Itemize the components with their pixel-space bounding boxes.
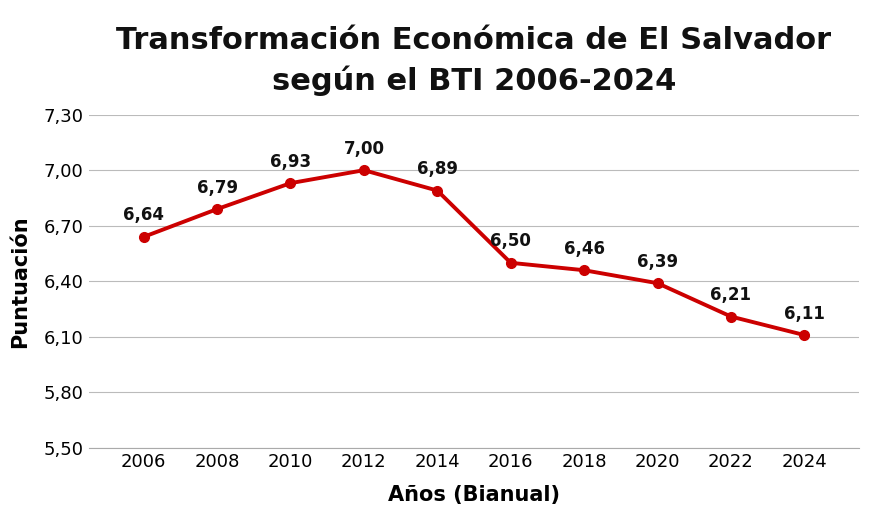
Text: 6,46: 6,46 xyxy=(563,240,604,258)
Text: 6,93: 6,93 xyxy=(270,153,311,171)
Y-axis label: Puntuación: Puntuación xyxy=(10,215,30,348)
Text: 6,89: 6,89 xyxy=(416,160,458,178)
Text: 6,50: 6,50 xyxy=(490,232,531,250)
Text: 6,21: 6,21 xyxy=(711,286,751,304)
Title: Transformación Económica de El Salvador
según el BTI 2006-2024: Transformación Económica de El Salvador … xyxy=(116,27,832,96)
Text: 6,11: 6,11 xyxy=(784,305,825,322)
Text: 6,64: 6,64 xyxy=(123,206,164,225)
X-axis label: Años (Bianual): Años (Bianual) xyxy=(388,485,560,505)
Text: 6,39: 6,39 xyxy=(637,253,678,271)
Text: 7,00: 7,00 xyxy=(344,140,385,158)
Text: 6,79: 6,79 xyxy=(197,179,237,196)
